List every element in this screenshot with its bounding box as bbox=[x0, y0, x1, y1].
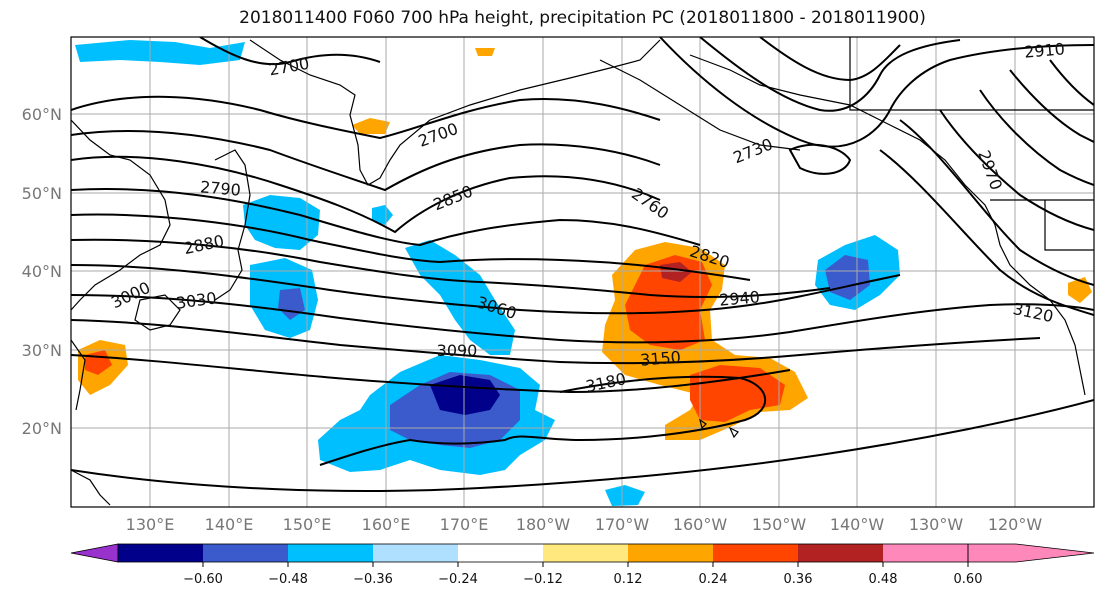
svg-text:2940: 2940 bbox=[718, 287, 760, 309]
svg-text:2790: 2790 bbox=[199, 177, 241, 199]
colorbar-segment bbox=[458, 544, 543, 562]
colorbar-segment bbox=[288, 544, 373, 562]
colorbar-segment bbox=[713, 544, 798, 562]
colorbar-label: 0.48 bbox=[869, 572, 898, 587]
height-contours bbox=[71, 37, 1094, 492]
colorbar-segment bbox=[203, 544, 288, 562]
svg-text:50°N: 50°N bbox=[22, 184, 62, 203]
colorbar-label: 0.24 bbox=[699, 572, 728, 587]
svg-text:130°W: 130°W bbox=[909, 515, 964, 534]
svg-text:60°N: 60°N bbox=[22, 105, 62, 124]
colorbar-max-extend bbox=[967, 543, 1095, 563]
svg-text:150°E: 150°E bbox=[283, 515, 332, 534]
svg-text:170°E: 170°E bbox=[440, 515, 489, 534]
svg-text:160°W: 160°W bbox=[673, 515, 728, 534]
coastlines bbox=[71, 37, 1094, 506]
graticule bbox=[71, 37, 1094, 507]
svg-text:130°E: 130°E bbox=[126, 515, 175, 534]
svg-text:140°W: 140°W bbox=[830, 515, 885, 534]
map-area: 2700 2700 2730 2910 2970 2790 2850 2760 … bbox=[71, 37, 1094, 507]
svg-text:150°W: 150°W bbox=[752, 515, 807, 534]
colorbar-segment bbox=[543, 544, 628, 562]
svg-text:2910: 2910 bbox=[1023, 39, 1065, 61]
svg-text:30°N: 30°N bbox=[22, 341, 62, 360]
svg-text:40°N: 40°N bbox=[22, 262, 62, 281]
colorbar-label: −0.60 bbox=[183, 572, 223, 587]
colorbar-label: 0.60 bbox=[954, 572, 983, 587]
colorbar-segment bbox=[628, 544, 713, 562]
colorbar-label: −0.48 bbox=[268, 572, 308, 587]
colorbar-label: −0.36 bbox=[353, 572, 393, 587]
colorbar-ticks bbox=[202, 562, 969, 567]
colorbar-segment bbox=[373, 544, 458, 562]
svg-text:180°W: 180°W bbox=[516, 515, 571, 534]
svg-text:120°W: 120°W bbox=[988, 515, 1043, 534]
svg-text:170°W: 170°W bbox=[595, 515, 650, 534]
colorbar-label: 0.36 bbox=[784, 572, 813, 587]
colorbar-segment bbox=[883, 544, 968, 562]
svg-text:160°E: 160°E bbox=[362, 515, 411, 534]
colorbar-min-extend bbox=[70, 543, 119, 563]
latitude-labels: 60°N 50°N 40°N 30°N 20°N bbox=[22, 105, 62, 438]
svg-text:20°N: 20°N bbox=[22, 419, 62, 438]
svg-text:3090: 3090 bbox=[437, 341, 478, 360]
colorbar-label: −0.12 bbox=[523, 572, 563, 587]
colorbar-label: −0.24 bbox=[438, 572, 478, 587]
svg-text:3150: 3150 bbox=[639, 347, 681, 369]
colorbar-labels: −0.60 −0.48 −0.36 −0.24 −0.12 0.12 0.24 … bbox=[183, 572, 982, 587]
colorbar-label: 0.12 bbox=[614, 572, 643, 587]
svg-text:140°E: 140°E bbox=[205, 515, 254, 534]
map-frame bbox=[70, 36, 1095, 508]
longitude-labels: 130°E 140°E 150°E 160°E 170°E 180°W 170°… bbox=[126, 515, 1043, 534]
precip-negative-anomalies bbox=[75, 40, 900, 506]
colorbar: −0.60 −0.48 −0.36 −0.24 −0.12 0.12 0.24 … bbox=[70, 543, 1095, 587]
colorbar-segment bbox=[798, 544, 883, 562]
colorbar-segment bbox=[118, 544, 203, 562]
map-title: 2018011400 F060 700 hPa height, precipit… bbox=[239, 8, 926, 28]
